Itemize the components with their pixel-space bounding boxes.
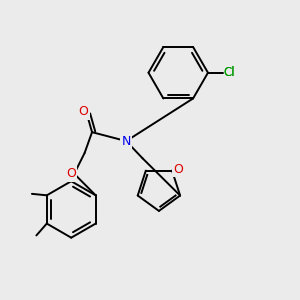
Text: N: N [122,135,131,148]
Text: O: O [79,106,88,118]
Text: O: O [174,163,184,176]
Text: O: O [66,167,76,180]
Text: O: O [66,167,76,180]
Text: Cl: Cl [223,66,235,79]
Text: Cl: Cl [223,66,235,79]
Text: O: O [174,163,184,176]
Text: N: N [122,135,131,148]
Text: O: O [79,106,88,118]
